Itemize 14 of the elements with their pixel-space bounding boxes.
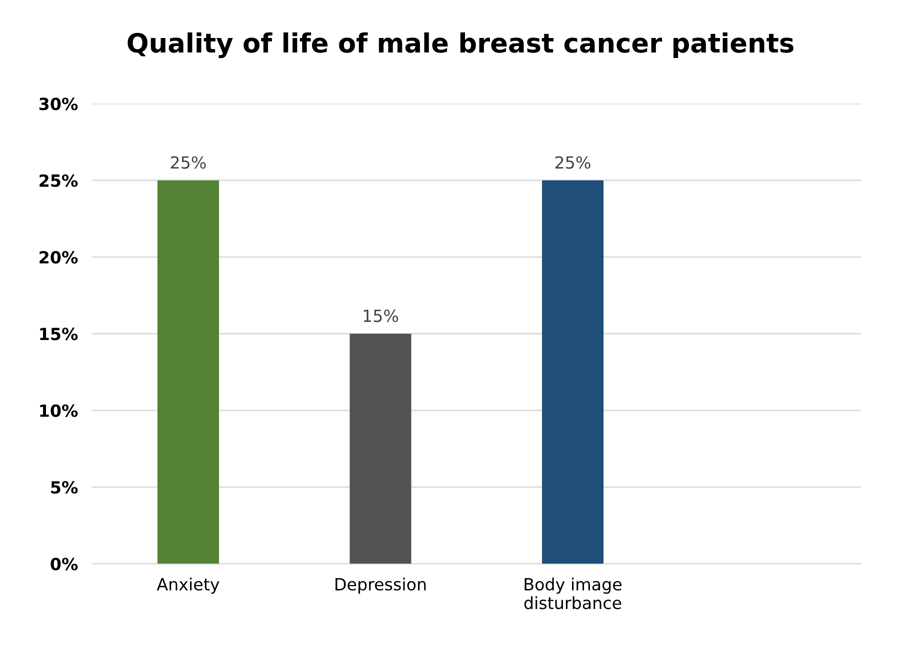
x-tick-label: Anxiety xyxy=(156,578,220,594)
x-tick-label: Body image disturbance xyxy=(524,578,622,610)
y-tick-label: 30% xyxy=(39,98,78,110)
y-tick-label: 5% xyxy=(51,481,78,494)
data-label: 25% xyxy=(170,156,206,169)
data-label: 15% xyxy=(364,310,398,322)
y-tick-label: 20% xyxy=(40,251,78,264)
data-label: 25% xyxy=(555,156,590,169)
x-tick-label: Depression xyxy=(336,578,426,594)
chart-title: Quality of life of male breast cancer patients xyxy=(128,32,794,58)
y-tick-label: 15% xyxy=(40,328,78,340)
y-tick-label: 0% xyxy=(50,558,78,570)
y-tick-label: 25% xyxy=(40,174,78,187)
y-tick-label: 10% xyxy=(40,404,78,417)
